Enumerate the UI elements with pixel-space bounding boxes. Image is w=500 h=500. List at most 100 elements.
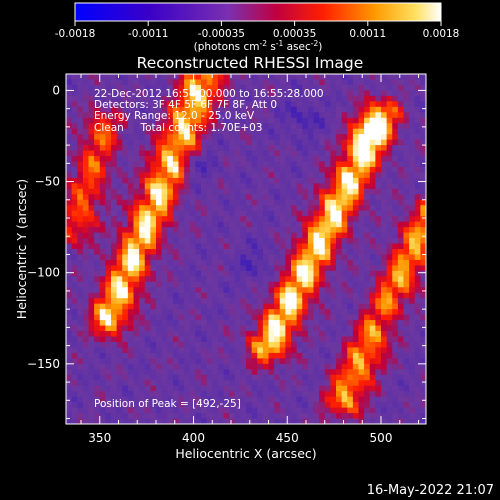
image-pixel <box>172 150 179 157</box>
image-pixel <box>234 199 241 206</box>
image-pixel <box>364 101 371 108</box>
image-pixel <box>234 123 241 130</box>
image-pixel <box>414 303 421 310</box>
image-pixel <box>386 347 393 354</box>
image-pixel <box>189 128 196 135</box>
image-pixel <box>150 281 157 288</box>
image-pixel <box>234 210 241 217</box>
image-pixel <box>150 128 157 135</box>
image-pixel <box>127 74 134 80</box>
image-pixel <box>358 325 365 332</box>
image-pixel <box>212 95 219 102</box>
image-pixel <box>133 166 140 173</box>
image-pixel <box>262 227 269 233</box>
image-pixel <box>172 325 179 332</box>
image-pixel <box>330 112 337 119</box>
image-pixel <box>352 259 359 266</box>
image-pixel <box>358 358 365 365</box>
image-pixel <box>144 156 151 162</box>
image-pixel <box>116 396 123 403</box>
image-pixel <box>234 232 241 239</box>
image-pixel <box>358 216 365 223</box>
image-pixel <box>381 407 388 414</box>
image-pixel <box>313 106 320 113</box>
image-pixel <box>262 205 269 212</box>
image-pixel <box>105 188 112 195</box>
image-pixel <box>369 259 376 266</box>
image-pixel <box>409 363 416 370</box>
image-pixel <box>414 183 421 190</box>
image-pixel <box>127 374 134 381</box>
image-pixel <box>274 276 281 283</box>
image-pixel <box>251 188 258 195</box>
image-pixel <box>347 385 354 392</box>
image-pixel <box>99 292 106 299</box>
image-pixel <box>77 276 84 283</box>
image-pixel <box>262 270 269 277</box>
image-pixel <box>352 90 359 97</box>
image-pixel <box>268 249 275 255</box>
image-pixel <box>189 117 196 124</box>
image-pixel <box>268 183 275 190</box>
image-pixel <box>229 156 236 162</box>
image-pixel <box>212 325 219 332</box>
image-pixel <box>268 374 275 381</box>
image-pixel <box>150 402 157 408</box>
image-pixel <box>105 259 112 266</box>
image-pixel <box>369 374 376 381</box>
image-pixel <box>397 166 404 173</box>
image-pixel <box>161 134 168 141</box>
image-pixel <box>330 298 337 305</box>
image-pixel <box>313 331 320 337</box>
image-pixel <box>358 314 365 321</box>
image-pixel <box>409 254 416 261</box>
image-pixel <box>257 227 264 233</box>
image-pixel <box>409 161 416 168</box>
image-pixel <box>352 413 359 419</box>
image-pixel <box>403 281 410 288</box>
image-pixel <box>234 156 241 162</box>
image-pixel <box>201 341 208 348</box>
annotations: 22-Dec-2012 16:54:00.000 to 16:55:28.000… <box>94 88 324 134</box>
image-pixel <box>223 166 230 173</box>
image-pixel <box>116 156 123 162</box>
image-pixel <box>375 150 382 157</box>
image-pixel <box>364 123 371 130</box>
image-pixel <box>206 161 213 168</box>
image-pixel <box>66 216 73 223</box>
image-pixel <box>127 101 134 108</box>
image-pixel <box>268 331 275 337</box>
x-tick-labels: 350 400 450 500 <box>88 431 392 445</box>
image-pixel <box>229 210 236 217</box>
image-pixel <box>257 303 264 310</box>
image-pixel <box>409 150 416 157</box>
image-pixel <box>246 188 253 195</box>
image-pixel <box>111 101 118 108</box>
image-pixel <box>116 265 123 272</box>
image-pixel <box>88 243 95 250</box>
image-pixel <box>369 183 376 190</box>
image-pixel <box>94 117 101 124</box>
image-pixel <box>403 341 410 348</box>
image-pixel <box>420 347 426 354</box>
image-pixel <box>279 374 286 381</box>
image-pixel <box>414 221 421 228</box>
image-pixel <box>313 325 320 332</box>
image-pixel <box>212 276 219 283</box>
image-pixel <box>330 336 337 343</box>
image-pixel <box>139 194 146 201</box>
image-pixel <box>414 194 421 201</box>
image-pixel <box>167 139 174 146</box>
image-pixel <box>71 385 78 392</box>
image-pixel <box>217 402 224 408</box>
image-pixel <box>71 172 78 179</box>
image-pixel <box>82 183 89 190</box>
image-pixel <box>127 156 134 162</box>
image-pixel <box>184 84 191 91</box>
image-pixel <box>105 117 112 124</box>
image-pixel <box>206 402 213 408</box>
image-pixel <box>94 396 101 403</box>
image-pixel <box>88 249 95 255</box>
image-pixel <box>262 101 269 108</box>
image-pixel <box>88 303 95 310</box>
